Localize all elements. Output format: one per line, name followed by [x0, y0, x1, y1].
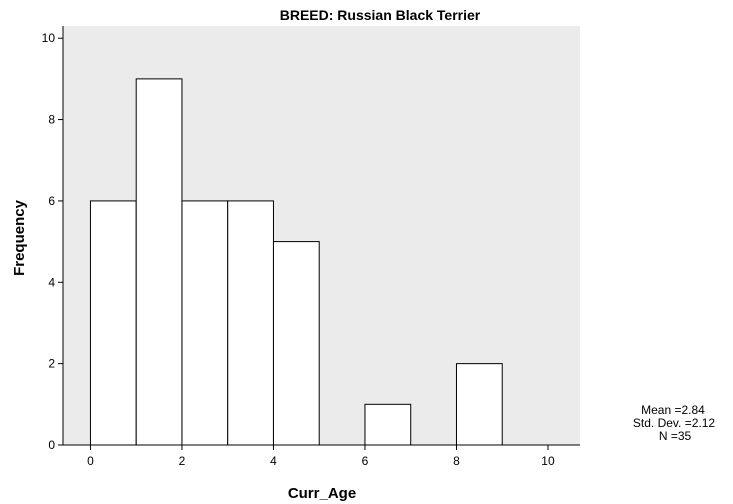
histogram-bar-8: [455, 363, 503, 446]
x-tick-label-5: 10: [541, 454, 555, 468]
y-tick-label-4: 8: [48, 113, 55, 127]
stats-n: N =35: [659, 429, 692, 443]
x-ticks: 0 2 4 6 8 10: [87, 445, 555, 468]
histogram-bar-0: [89, 200, 137, 446]
y-tick-label-5: 10: [42, 31, 56, 45]
histogram-bar-3: [227, 200, 274, 446]
x-axis-label: Curr_Age: [288, 485, 356, 502]
histogram-bar-2: [181, 200, 229, 446]
x-tick-label-2: 4: [270, 454, 277, 468]
x-tick-label-3: 6: [362, 454, 369, 468]
histogram-bar-1: [135, 78, 183, 446]
y-tick-label-3: 6: [48, 194, 55, 208]
stats-mean: Mean =2.84: [641, 403, 705, 417]
y-tick-label-0: 0: [48, 438, 55, 452]
histogram-bar-4: [272, 241, 320, 446]
histogram-bars: [89, 78, 503, 446]
x-tick-label-1: 2: [179, 454, 186, 468]
stats-std-dev: Std. Dev. =2.12: [633, 416, 715, 430]
summary-statistics: Mean =2.84 Std. Dev. =2.12 N =35: [633, 403, 715, 443]
y-axis-label: Frequency: [11, 199, 28, 276]
y-tick-label-2: 4: [48, 275, 55, 289]
axes: [62, 26, 580, 446]
x-tick-label-4: 8: [453, 454, 460, 468]
chart-title: BREED: Russian Black Terrier: [280, 7, 481, 23]
y-tick-label-1: 2: [48, 357, 55, 371]
x-tick-label-0: 0: [87, 454, 94, 468]
histogram-bar-6: [364, 403, 412, 446]
y-ticks: 0 2 4 6 8 10: [42, 31, 63, 452]
